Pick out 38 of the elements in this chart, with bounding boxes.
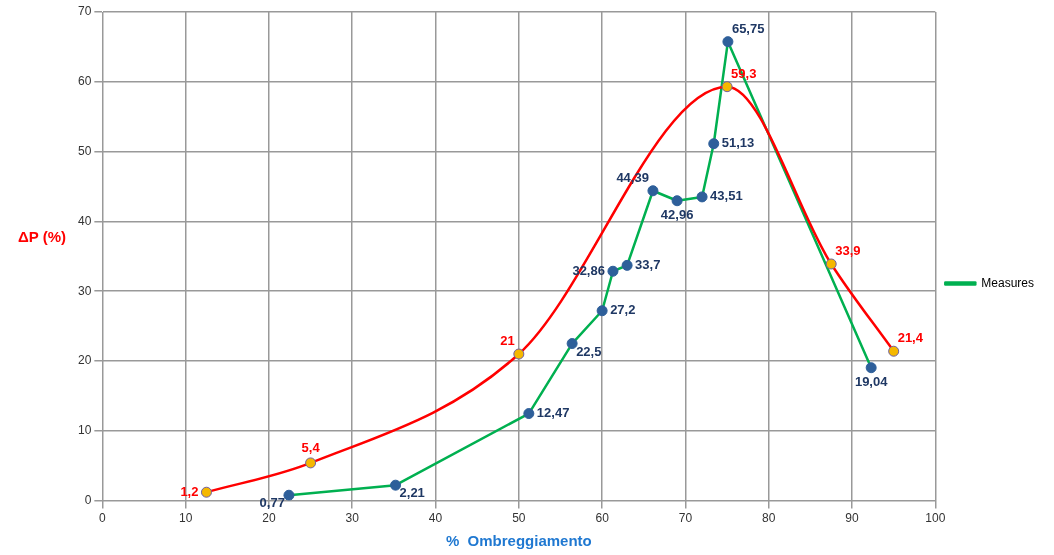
x-tick-label: 50 (512, 511, 526, 526)
data-label: 1,2 (180, 483, 199, 499)
y-tick-label: 40 (77, 213, 92, 228)
data-label: 51,13 (721, 135, 755, 151)
y-axis-title: ΔP (%) (18, 228, 67, 245)
x-tick-label: 60 (595, 511, 610, 526)
y-tick-label: 20 (77, 353, 92, 368)
y-tick-label: 0 (84, 492, 92, 507)
x-tick-label: 30 (345, 511, 360, 526)
data-label: 2,21 (399, 485, 425, 501)
data-label: 65,75 (731, 20, 765, 36)
legend-label: Measures (981, 275, 1034, 290)
x-axis-title: % Ombreggiamento (445, 532, 592, 550)
data-label: 33,7 (635, 256, 661, 272)
data-label: 21 (500, 333, 515, 349)
x-tick-label: 90 (845, 511, 860, 526)
x-tick-label: 80 (762, 511, 776, 526)
x-tick-label: 40 (428, 511, 443, 526)
data-label: 21,4 (897, 330, 924, 346)
data-label: 27,2 (610, 302, 636, 318)
data-label: 22,5 (576, 343, 602, 359)
data-label: 19,04 (854, 373, 889, 389)
x-tick-label: 10 (178, 511, 193, 526)
data-label: 12,47 (536, 405, 570, 421)
x-tick-label: 70 (678, 511, 693, 526)
y-tick-label: 50 (77, 143, 92, 158)
y-tick-label: 70 (77, 4, 92, 19)
data-label: 33,9 (835, 243, 861, 259)
x-tick-label: 0 (99, 511, 106, 526)
y-tick-label: 60 (77, 74, 92, 89)
data-label: 0,77 (259, 495, 285, 511)
data-label: 5,4 (301, 439, 321, 455)
y-tick-label: 30 (77, 283, 92, 298)
data-label: 43,51 (710, 188, 743, 204)
x-tick-label: 20 (262, 511, 276, 526)
x-tick-label: 100 (925, 511, 946, 526)
y-tick-label: 10 (77, 423, 92, 438)
data-label: 42,96 (660, 206, 694, 222)
